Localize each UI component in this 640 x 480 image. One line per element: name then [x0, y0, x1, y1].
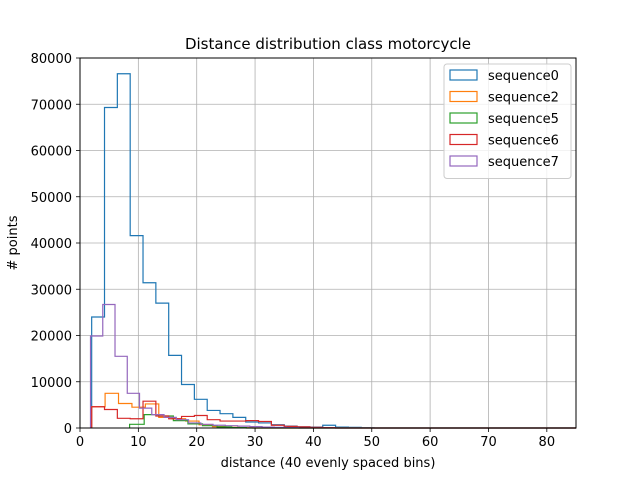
legend-item-sequence0: sequence0 [449, 69, 559, 84]
legend-label: sequence0 [488, 69, 559, 84]
legend-swatch [449, 112, 478, 124]
y-tick-label: 50000 [31, 191, 72, 206]
legend-label: sequence2 [488, 91, 559, 106]
x-tick-label: 70 [480, 435, 497, 450]
sequence6-step-outline [91, 400, 576, 429]
legend-swatch [449, 69, 478, 81]
y-tick-label: 20000 [31, 330, 72, 345]
legend-item-sequence6: sequence6 [449, 133, 559, 149]
legend-item-sequence2: sequence2 [449, 90, 559, 106]
y-tick-label: 10000 [31, 376, 72, 391]
legend-label: sequence5 [488, 112, 559, 127]
y-tick-label: 80000 [31, 52, 72, 67]
y-tick-label: 40000 [31, 237, 72, 252]
legend-swatch [449, 133, 478, 146]
y-tick-label: 70000 [31, 98, 72, 113]
legend-item-sequence7: sequence7 [449, 155, 559, 170]
x-tick-label: 40 [305, 435, 322, 450]
x-tick-label: 80 [539, 435, 556, 450]
x-tick-label: 50 [363, 435, 380, 450]
x-tick-label: 60 [422, 435, 439, 450]
legend-swatch [449, 155, 478, 167]
legend-item-sequence5: sequence5 [449, 112, 559, 127]
y-axis-title: # points [6, 215, 21, 270]
sequence7-step-outline [89, 303, 576, 429]
legend-box [443, 63, 572, 179]
x-tick-label: 0 [76, 435, 84, 450]
legend: sequence0 sequence2 sequence5 sequence6 sequ… [443, 63, 572, 179]
chart-title: Distance distribution class motorcycle [185, 35, 471, 53]
legend-label: sequence6 [488, 134, 559, 149]
y-tick-label: 0 [64, 422, 72, 437]
series-sequence7 [89, 303, 576, 429]
x-axis-title: distance (40 evenly spaced bins) [221, 456, 436, 471]
axis-ticks: 0 10 20 30 40 50 60 70 80 0 10000 20000 30000 40000 50… [31, 52, 555, 450]
sequence0-step-outline [91, 73, 576, 429]
series-sequence6 [91, 400, 576, 429]
y-tick-label: 60000 [31, 145, 72, 160]
x-tick-label: 20 [188, 435, 205, 450]
legend-label: sequence7 [488, 155, 559, 170]
x-tick-label: 10 [130, 435, 147, 450]
legend-swatch [449, 90, 478, 103]
series-sequence0 [91, 73, 576, 429]
series-layer [89, 73, 576, 429]
x-tick-label: 30 [247, 435, 264, 450]
y-tick-label: 30000 [31, 283, 72, 298]
